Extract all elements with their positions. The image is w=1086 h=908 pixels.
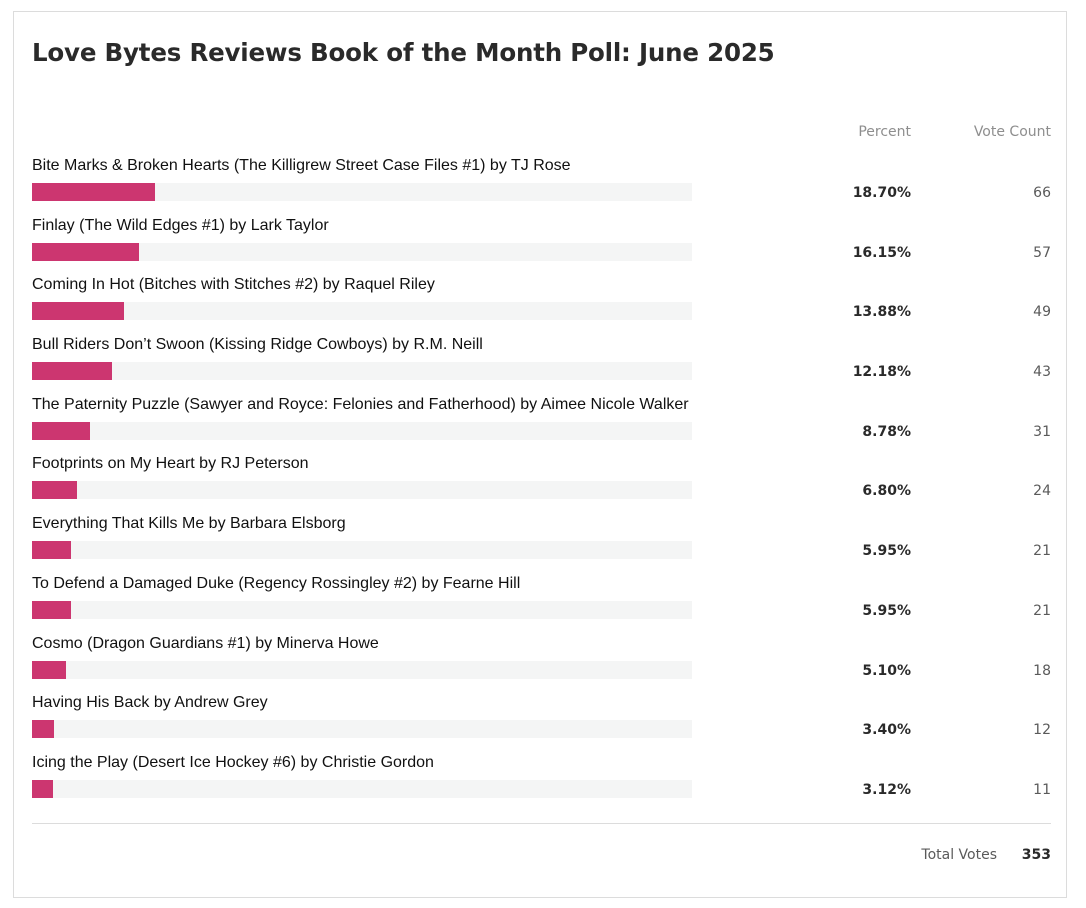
result-bar-track [32, 421, 692, 440]
answer-vote-count: 49 [1033, 304, 1051, 321]
result-bar-track [32, 660, 692, 679]
answer-vote-count: 21 [1033, 602, 1051, 619]
answer-label: Everything That Kills Me by Barbara Elsb… [32, 515, 346, 533]
result-bar-track [32, 720, 692, 739]
answer-vote-count: 12 [1033, 722, 1051, 739]
answer-label: Footprints on My Heart by RJ Peterson [32, 455, 309, 473]
poll-result-row: Finlay (The Wild Edges #1) by Lark Taylo… [32, 215, 1051, 275]
poll-result-row: To Defend a Damaged Duke (Regency Rossin… [32, 573, 1051, 633]
vote-count-column-header: Vote Count [973, 124, 1051, 140]
answer-percent: 3.12% [862, 781, 911, 798]
result-bar-fill [32, 242, 139, 261]
poll-result-row: Cosmo (Dragon Guardians #1) by Minerva H… [32, 633, 1051, 693]
result-bar-fill [32, 720, 55, 739]
answer-percent: 12.18% [852, 364, 911, 381]
answer-percent: 5.10% [862, 662, 911, 679]
poll-result-row: Having His Back by Andrew Grey 3.40% 12 [32, 692, 1051, 752]
answer-percent: 18.70% [852, 185, 911, 201]
answer-percent: 13.88% [852, 304, 911, 321]
answer-label: Cosmo (Dragon Guardians #1) by Minerva H… [32, 634, 379, 652]
result-bar-track [32, 481, 692, 500]
poll-title: Love Bytes Reviews Book of the Month Pol… [32, 38, 775, 67]
poll-result-row: The Paternity Puzzle (Sawyer and Royce: … [32, 394, 1051, 454]
percent-column-header: Percent [858, 124, 911, 140]
total-votes-value: 353 [1021, 847, 1051, 863]
answer-label: Having His Back by Andrew Grey [32, 694, 268, 712]
result-bar-fill [32, 481, 77, 500]
result-bar-track [32, 779, 692, 798]
result-bar-fill [32, 183, 156, 201]
answer-percent: 16.15% [852, 244, 911, 261]
answer-label: Bite Marks & Broken Hearts (The Killigre… [32, 157, 571, 174]
poll-result-row: Everything That Kills Me by Barbara Elsb… [32, 513, 1051, 573]
answer-percent: 5.95% [862, 543, 911, 560]
result-bar-track [32, 600, 692, 619]
answer-percent: 6.80% [862, 483, 911, 500]
poll-card: Love Bytes Reviews Book of the Month Pol… [13, 11, 1067, 898]
answer-vote-count: 57 [1033, 244, 1051, 261]
answer-label: The Paternity Puzzle (Sawyer and Royce: … [32, 395, 689, 413]
poll-result-row: Icing the Play (Desert Ice Hockey #6) by… [32, 752, 1051, 812]
answer-vote-count: 18 [1033, 662, 1051, 679]
answer-percent: 8.78% [862, 423, 911, 440]
total-votes-label: Total Votes [921, 847, 997, 863]
result-bar-fill [32, 660, 66, 679]
poll-result-row: Footprints on My Heart by RJ Peterson 6.… [32, 453, 1051, 513]
poll-result-row: Coming In Hot (Bitches with Stitches #2)… [32, 274, 1051, 334]
poll-result-row: Bull Riders Don’t Swoon (Kissing Ridge C… [32, 334, 1051, 394]
answer-label: To Defend a Damaged Duke (Regency Rossin… [32, 574, 521, 592]
result-bar-track [32, 183, 692, 201]
answer-label: Icing the Play (Desert Ice Hockey #6) by… [32, 753, 434, 771]
poll-result-row: Bite Marks & Broken Hearts (The Killigre… [32, 155, 1051, 215]
result-bar-fill [32, 302, 124, 321]
result-bar-fill [32, 600, 72, 619]
result-bar-fill [32, 779, 53, 798]
answer-vote-count: 11 [1033, 781, 1051, 798]
result-bar-track [32, 242, 692, 261]
answer-label: Finlay (The Wild Edges #1) by Lark Taylo… [32, 216, 329, 234]
answer-vote-count: 24 [1033, 483, 1051, 500]
result-bar-track [32, 362, 692, 381]
result-bar-track [32, 541, 692, 560]
answer-percent: 3.40% [862, 722, 911, 739]
answer-label: Coming In Hot (Bitches with Stitches #2)… [32, 276, 435, 294]
result-bar-fill [32, 362, 113, 381]
answer-vote-count: 43 [1033, 364, 1051, 381]
footer-divider [32, 823, 1051, 824]
result-bar-fill [32, 421, 90, 440]
result-bar-fill [32, 541, 72, 560]
answer-vote-count: 21 [1033, 543, 1051, 560]
answer-vote-count: 31 [1033, 423, 1051, 440]
answer-percent: 5.95% [862, 602, 911, 619]
answer-vote-count: 66 [1033, 185, 1051, 201]
answer-label: Bull Riders Don’t Swoon (Kissing Ridge C… [32, 336, 483, 354]
result-bar-track [32, 302, 692, 321]
poll-results-list: Bite Marks & Broken Hearts (The Killigre… [32, 155, 1051, 812]
